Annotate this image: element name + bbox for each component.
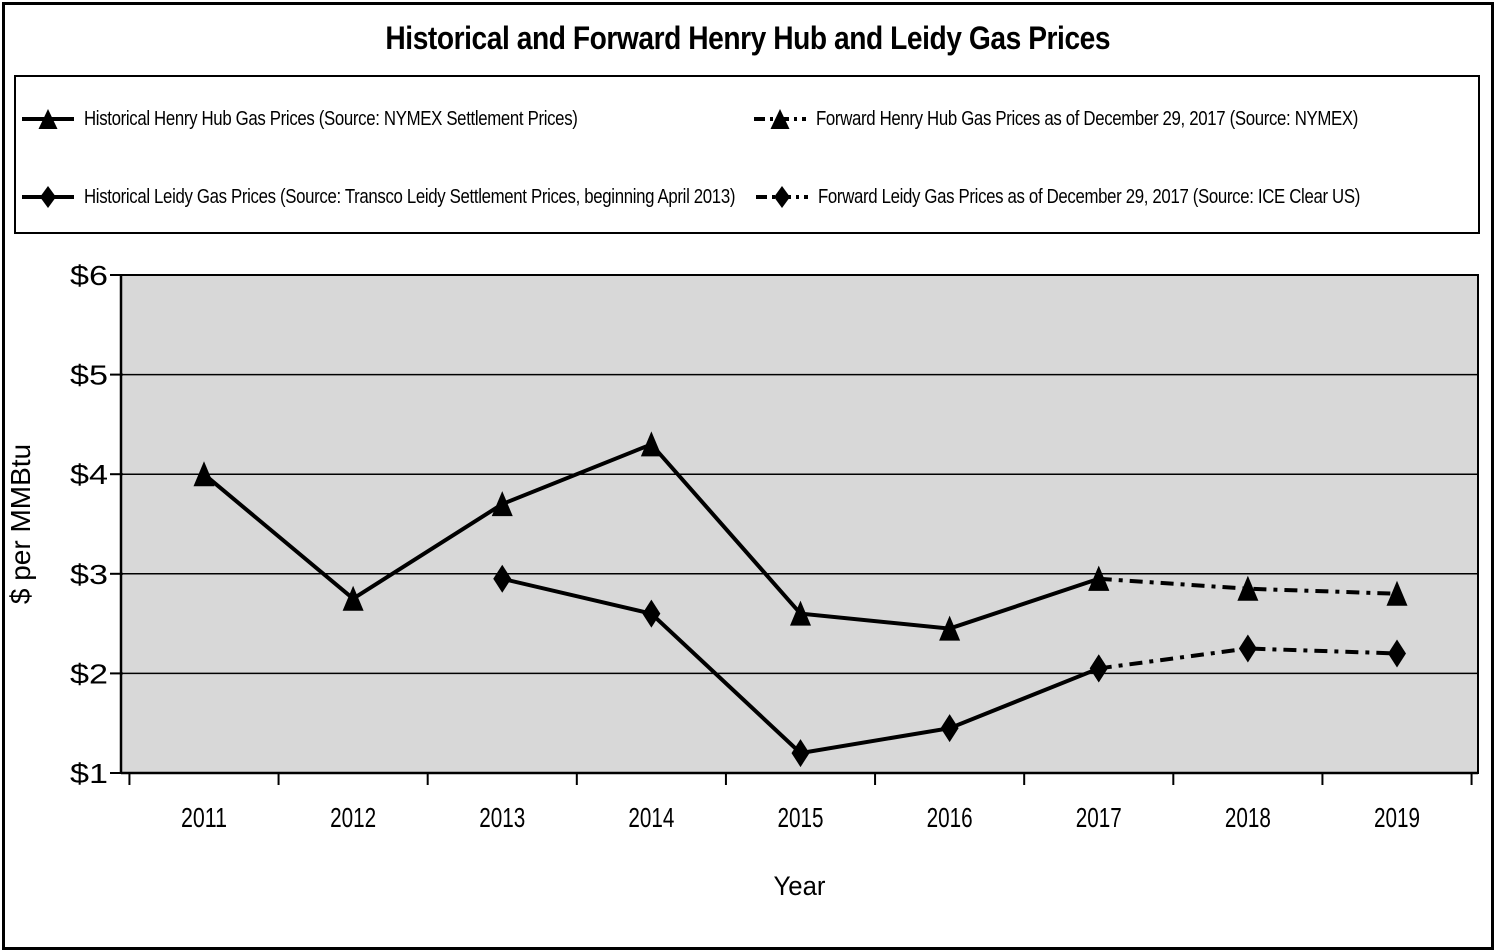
legend-item-historical-leidy: Historical Leidy Gas Prices (Source: Tra…	[22, 183, 859, 211]
price-chart-plot: $1 $2 $3 $4 $5 $6 2011 2012 2013 2014 2015 2016 2017…	[5, 260, 1479, 901]
triangle-marker	[1237, 575, 1259, 601]
x-tick-label: 2019	[1374, 802, 1420, 833]
triangle-dashdot-line-icon	[754, 109, 806, 129]
y-tick-label: $2	[70, 658, 108, 689]
triangle-marker	[1386, 580, 1408, 606]
x-tick-label: 2011	[181, 802, 227, 833]
legend-label: Historical Henry Hub Gas Prices (Source:…	[84, 107, 578, 130]
triangle-marker	[939, 615, 961, 641]
triangle-solid-line-icon	[22, 109, 74, 129]
x-tick-label: 2017	[1076, 802, 1122, 833]
legend-label: Forward Henry Hub Gas Prices as of Decem…	[816, 107, 1359, 130]
diamond-marker	[642, 599, 661, 628]
diamond-dashdot-line-icon	[756, 186, 808, 208]
triangle-marker	[342, 585, 364, 611]
x-tick-label: 2016	[927, 802, 973, 833]
legend-item-historical-henry-hub: Historical Henry Hub Gas Prices (Source:…	[22, 105, 672, 133]
x-tick-label: 2012	[330, 802, 376, 833]
chart-title: Historical and Forward Henry Hub and Lei…	[0, 20, 1496, 57]
triangle-marker	[1088, 565, 1110, 591]
x-tick-label: 2015	[778, 802, 824, 833]
triangle-marker	[640, 431, 662, 457]
legend-item-forward-henry-hub: Forward Henry Hub Gas Prices as of Decem…	[754, 105, 1461, 133]
y-tick-label: $1	[70, 758, 108, 789]
chart-title-text: Historical and Forward Henry Hub and Lei…	[385, 20, 1111, 56]
diamond-marker	[940, 714, 959, 743]
x-axis-title: Year	[774, 871, 826, 901]
plot-area	[120, 274, 1479, 774]
triangle-marker	[193, 461, 215, 487]
diamond-marker	[791, 739, 810, 768]
y-tick-label: $4	[70, 459, 108, 490]
diamond-solid-line-icon	[22, 186, 74, 208]
y-axis-title: $ per MMBtu	[5, 444, 36, 604]
y-tick-label: $3	[70, 559, 108, 590]
legend-item-forward-leidy: Forward Leidy Gas Prices as of December …	[756, 183, 1463, 211]
y-tick-label: $5	[70, 360, 108, 391]
diamond-marker	[1388, 639, 1406, 668]
triangle-marker	[790, 600, 811, 626]
x-tick-label: 2013	[479, 802, 525, 833]
legend: Historical Henry Hub Gas Prices (Source:…	[14, 75, 1480, 234]
x-tick-label: 2018	[1225, 802, 1271, 833]
y-tick-label: $6	[70, 260, 108, 291]
legend-label: Forward Leidy Gas Prices as of December …	[818, 185, 1360, 208]
triangle-marker	[491, 491, 513, 517]
series-line-1	[1098, 576, 1398, 596]
diamond-marker	[1089, 654, 1108, 683]
x-tick-label: 2014	[628, 802, 674, 833]
legend-label: Historical Leidy Gas Prices (Source: Tra…	[84, 185, 736, 208]
series-line-3	[1098, 646, 1398, 671]
diamond-marker	[493, 564, 512, 593]
diamond-marker	[1238, 634, 1257, 663]
